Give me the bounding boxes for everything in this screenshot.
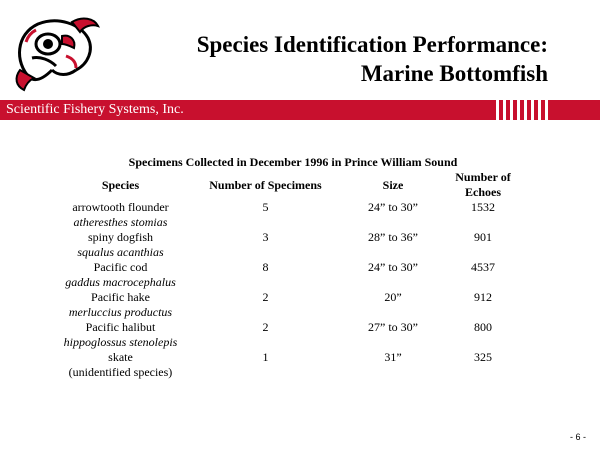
scientific-name: squalus acanthias (77, 245, 164, 259)
echo-count: 901 (474, 230, 492, 244)
scientific-name: (unidentified species) (68, 365, 173, 379)
table-row-sub: atheresthes stomias (58, 215, 528, 230)
echo-count: 800 (474, 320, 492, 334)
scientific-name: merluccius productus (68, 305, 173, 319)
specimen-table-section: Specimens Collected in December 1996 in … (58, 155, 528, 380)
species-name: Pacific halibut (85, 320, 156, 334)
table-row-sub: hippoglossus stenolepis (58, 335, 528, 350)
table-row-sub: squalus acanthias (58, 245, 528, 260)
company-name: Scientific Fishery Systems, Inc. (6, 102, 184, 117)
scientific-name: gaddus macrocephalus (65, 275, 176, 289)
table-row-sub: (unidentified species) (58, 365, 528, 380)
specimen-size: 28” to 36” (368, 230, 418, 244)
table-row: Pacific halibut 2 27” to 30” 800 (58, 320, 528, 335)
specimen-count: 2 (262, 290, 269, 304)
specimen-count: 8 (262, 260, 269, 274)
species-name: skate (108, 350, 133, 364)
species-name: spiny dogfish (87, 230, 153, 244)
table-row: Pacific cod 8 24” to 30” 4537 (58, 260, 528, 275)
table-row-sub: merluccius productus (58, 305, 528, 320)
table-row: arrowtooth flounder 5 24” to 30” 1532 (58, 200, 528, 215)
echo-count: 912 (474, 290, 492, 304)
band-stripes-decoration (496, 100, 548, 120)
table-row: skate 1 31” 325 (58, 350, 528, 365)
species-name: Pacific hake (91, 290, 150, 304)
specimen-table: Species Number of Specimens Size Number … (58, 170, 528, 380)
specimen-count: 1 (262, 350, 269, 364)
specimen-size: 24” to 30” (368, 200, 418, 214)
table-header-row: Species Number of Specimens Size Number … (58, 170, 528, 200)
header-number-of-echoes: Number of Echoes (455, 170, 511, 199)
page-title: Species Identification Performance: Mari… (78, 30, 548, 88)
echo-count: 1532 (471, 200, 495, 214)
page-number: - 6 - (569, 432, 586, 442)
title-line-2: Marine Bottomfish (360, 61, 548, 86)
species-name: Pacific cod (93, 260, 148, 274)
specimen-count: 5 (262, 200, 269, 214)
echo-count: 325 (474, 350, 492, 364)
species-name: arrowtooth flounder (72, 200, 169, 214)
fish-logo-icon (15, 17, 100, 92)
specimen-size: 20” (384, 290, 402, 304)
specimen-count: 2 (262, 320, 269, 334)
specimen-size: 24” to 30” (368, 260, 418, 274)
header-size: Size (382, 177, 404, 192)
header-species: Species (101, 177, 140, 192)
company-band: Scientific Fishery Systems, Inc. (0, 100, 600, 120)
echo-count: 4537 (471, 260, 495, 274)
table-row: spiny dogfish 3 28” to 36” 901 (58, 230, 528, 245)
title-line-1: Species Identification Performance: (196, 32, 548, 57)
specimen-count: 3 (262, 230, 269, 244)
table-row-sub: gaddus macrocephalus (58, 275, 528, 290)
specimen-size: 31” (384, 350, 402, 364)
header-number-of-specimens: Number of Specimens (209, 177, 322, 192)
table-row: Pacific hake 2 20” 912 (58, 290, 528, 305)
table-caption: Specimens Collected in December 1996 in … (128, 155, 458, 169)
specimen-size: 27” to 30” (368, 320, 418, 334)
scientific-name: atheresthes stomias (73, 215, 168, 229)
scientific-name: hippoglossus stenolepis (63, 335, 178, 349)
